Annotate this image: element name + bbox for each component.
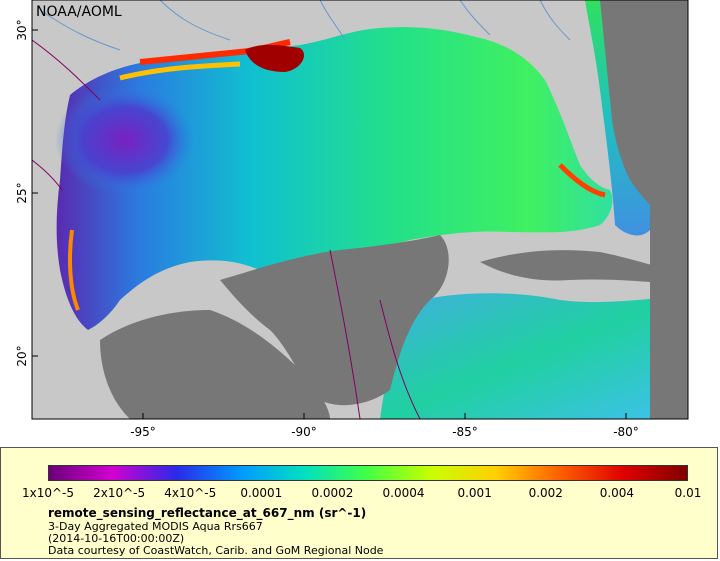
lat-tick-label: 30° xyxy=(15,19,29,40)
latitude-axis: 30° 25° 20° xyxy=(15,19,38,367)
legend-panel: 1x10^-5 2x10^-5 4x10^-5 0.0001 0.0002 0.0004 0… xyxy=(0,447,718,559)
credit-label: NOAA/AOML xyxy=(36,4,122,20)
rivers xyxy=(39,0,571,51)
colorbar-tick-label: 0.002 xyxy=(528,486,563,500)
colorbar-tick-label: 0.01 xyxy=(674,486,702,500)
lon-tick-label: -95° xyxy=(130,425,156,439)
lon-tick-label: -85° xyxy=(452,425,478,439)
legend-courtesy-line: Data courtesy of CoastWatch, Carib. and … xyxy=(48,544,384,557)
colorbar-tick-label: 0.0001 xyxy=(240,486,283,500)
colorbar xyxy=(48,465,688,481)
caribbean-sea-water xyxy=(380,293,688,419)
purple-offshore-patch xyxy=(55,85,195,195)
mississippi-plume xyxy=(245,44,305,72)
gulf-of-mexico-water xyxy=(56,27,613,331)
colorbar-tick-label: 0.001 xyxy=(457,486,492,500)
legend-time-line: (2014-10-16T00:00:00Z) xyxy=(48,532,185,545)
colorbar-tick-label: 2x10^-5 xyxy=(93,486,146,500)
mexico-mainland xyxy=(100,310,330,419)
lon-tick-label: -80° xyxy=(613,425,639,439)
cuba-land xyxy=(480,250,688,285)
legend-title: remote_sensing_reflectance_at_667_nm (sr… xyxy=(48,506,367,520)
hispaniola-bahamas xyxy=(650,200,688,260)
florida-land xyxy=(600,0,660,215)
map-border xyxy=(31,0,689,420)
florida-shelf-band xyxy=(558,163,606,198)
legend-dataset-line: 3-Day Aggregated MODIS Aqua Rrs667 xyxy=(48,520,263,533)
colorbar-tick-label: 0.0004 xyxy=(382,486,425,500)
longitude-axis: -95° -90° -85° -80° xyxy=(130,413,639,439)
lat-tick-label: 20° xyxy=(15,345,29,366)
louisiana-shelf-band xyxy=(119,61,241,81)
borders xyxy=(32,39,421,419)
colorbar-tick-label: 1x10^-5 xyxy=(21,486,75,500)
colorbar-tick-label: 0.0002 xyxy=(311,486,354,500)
map-panel[interactable]: 30° 25° 20° -95° -90° -85° -80° NOAA/AOML xyxy=(0,0,720,439)
colorbar-tick-label: 0.004 xyxy=(599,486,635,500)
lon-tick-label: -90° xyxy=(291,425,317,439)
yucatan-land xyxy=(220,235,449,406)
lat-tick-label: 25° xyxy=(15,182,29,203)
colorbar-tick-label: 4x10^-5 xyxy=(164,486,217,500)
map-canvas[interactable]: 30° 25° 20° -95° -90° -85° -80° xyxy=(0,0,720,445)
mexico-shelf-band xyxy=(68,229,80,311)
